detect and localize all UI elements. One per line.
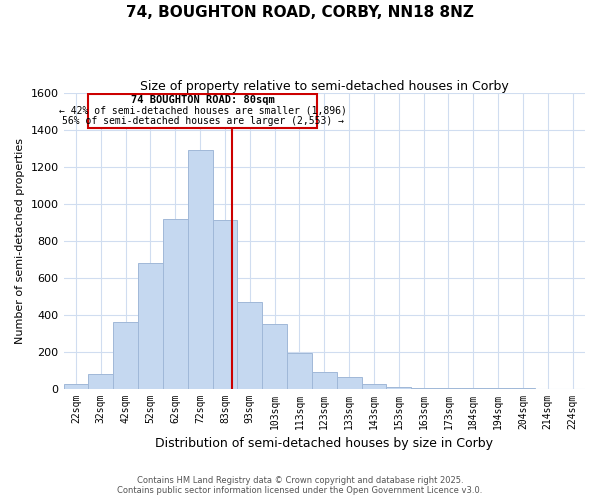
Y-axis label: Number of semi-detached properties: Number of semi-detached properties bbox=[15, 138, 25, 344]
Title: Size of property relative to semi-detached houses in Corby: Size of property relative to semi-detach… bbox=[140, 80, 509, 93]
Text: 74 BOUGHTON ROAD: 80sqm: 74 BOUGHTON ROAD: 80sqm bbox=[131, 95, 274, 105]
Bar bbox=[212, 220, 238, 388]
FancyBboxPatch shape bbox=[88, 94, 317, 128]
Text: 74, BOUGHTON ROAD, CORBY, NN18 8NZ: 74, BOUGHTON ROAD, CORBY, NN18 8NZ bbox=[126, 5, 474, 20]
Bar bbox=[262, 324, 287, 388]
Bar bbox=[163, 218, 188, 388]
Bar bbox=[238, 302, 262, 388]
Bar bbox=[88, 374, 113, 388]
Bar bbox=[362, 384, 386, 388]
Bar bbox=[386, 386, 411, 388]
Text: 56% of semi-detached houses are larger (2,553) →: 56% of semi-detached houses are larger (… bbox=[62, 116, 344, 126]
Bar bbox=[138, 263, 163, 388]
Bar bbox=[113, 322, 138, 388]
Bar bbox=[312, 372, 337, 388]
Text: Contains HM Land Registry data © Crown copyright and database right 2025.
Contai: Contains HM Land Registry data © Crown c… bbox=[118, 476, 482, 495]
Bar bbox=[337, 378, 362, 388]
Bar bbox=[64, 384, 88, 388]
X-axis label: Distribution of semi-detached houses by size in Corby: Distribution of semi-detached houses by … bbox=[155, 437, 493, 450]
Bar bbox=[287, 352, 312, 388]
Text: ← 42% of semi-detached houses are smaller (1,896): ← 42% of semi-detached houses are smalle… bbox=[59, 106, 347, 116]
Bar bbox=[188, 150, 212, 388]
